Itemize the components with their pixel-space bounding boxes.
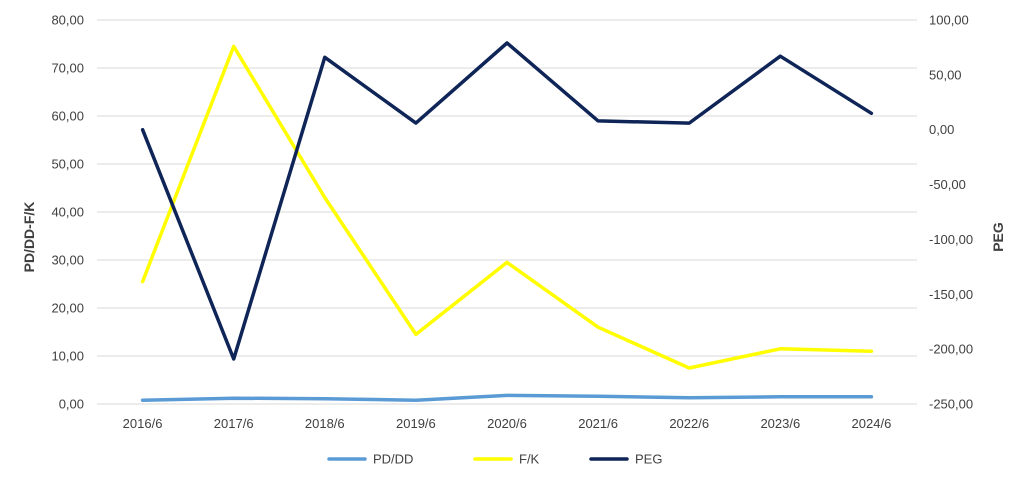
left-tick-label: 20,00 xyxy=(51,301,84,316)
series-layer xyxy=(140,41,874,402)
left-tick-label: 50,00 xyxy=(51,157,84,172)
legend-label-pd-dd: PD/DD xyxy=(373,452,413,467)
legend-label-f-k: F/K xyxy=(519,452,540,467)
x-tick-label: 2022/6 xyxy=(669,416,709,431)
x-tick-label: 2021/6 xyxy=(578,416,618,431)
right-tick-label: 100,00 xyxy=(929,13,969,28)
y-right-axis-title: PEG xyxy=(990,222,1006,252)
right-axis-ticks: -250,00 -200,00 -150,00 -100,00 -50,00 0,00 50… xyxy=(929,13,973,412)
left-tick-label: 30,00 xyxy=(51,253,84,268)
left-tick-label: 80,00 xyxy=(51,13,84,28)
left-tick-label: 40,00 xyxy=(51,205,84,220)
legend: PD/DD F/K PEG xyxy=(327,452,662,467)
left-tick-label: 70,00 xyxy=(51,61,84,76)
right-tick-label: -150,00 xyxy=(929,287,973,302)
right-tick-label: 50,00 xyxy=(929,67,962,82)
x-tick-label: 2018/6 xyxy=(305,416,345,431)
grid-lines xyxy=(97,19,917,357)
left-tick-label: 10,00 xyxy=(51,349,84,364)
right-tick-label: -50,00 xyxy=(929,177,966,192)
x-tick-label: 2019/6 xyxy=(396,416,436,431)
x-axis-ticks: 2016/6 2017/6 2018/6 2019/6 2020/6 2021/6 2022… xyxy=(123,416,892,431)
series-line-f-k xyxy=(140,44,874,370)
right-tick-label: -200,00 xyxy=(929,342,973,357)
x-tick-label: 2024/6 xyxy=(852,416,892,431)
series-line-peg xyxy=(140,41,874,361)
y-left-axis-title: PD/DD-F/K xyxy=(21,202,37,273)
left-tick-label: 0,00 xyxy=(59,397,84,412)
right-tick-label: -250,00 xyxy=(929,397,973,412)
x-tick-label: 2016/6 xyxy=(123,416,163,431)
left-axis-ticks: 0,00 10,00 20,00 30,00 40,00 50,00 60,00 70,00 8… xyxy=(51,13,84,412)
left-tick-label: 60,00 xyxy=(51,109,84,124)
x-tick-label: 2023/6 xyxy=(760,416,800,431)
x-tick-label: 2017/6 xyxy=(214,416,254,431)
right-tick-label: 0,00 xyxy=(929,122,954,137)
series-line-pd-dd xyxy=(140,393,874,402)
legend-label-peg: PEG xyxy=(635,452,662,467)
right-tick-label: -100,00 xyxy=(929,232,973,247)
x-tick-label: 2020/6 xyxy=(487,416,527,431)
